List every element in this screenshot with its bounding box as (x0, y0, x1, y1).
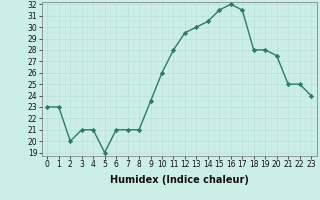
X-axis label: Humidex (Indice chaleur): Humidex (Indice chaleur) (110, 175, 249, 185)
